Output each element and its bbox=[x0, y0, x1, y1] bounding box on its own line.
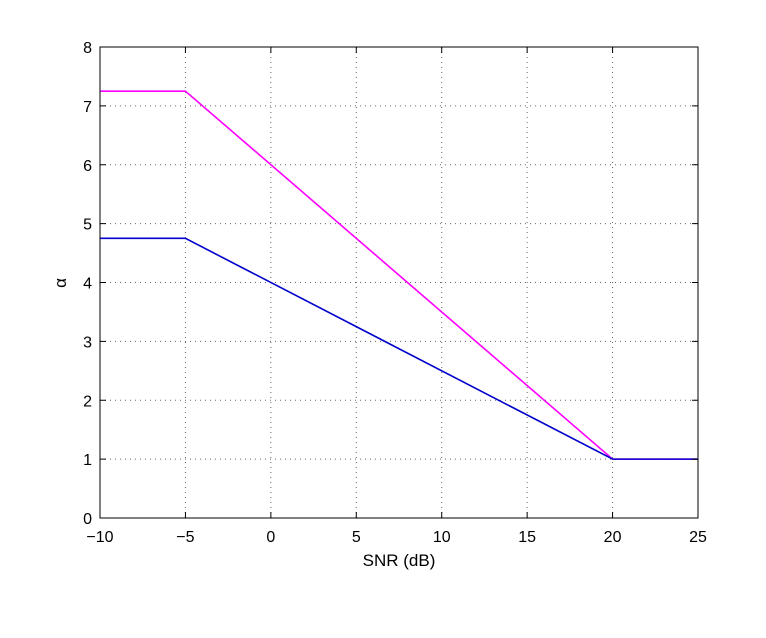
x-tick-labels: −10 −5 0 5 10 15 20 25 bbox=[86, 529, 707, 546]
x-axis-label: SNR (dB) bbox=[363, 551, 436, 570]
x-tick-label: 20 bbox=[604, 529, 622, 546]
y-tick-label: 8 bbox=[83, 40, 92, 57]
series-line-2 bbox=[100, 237, 698, 460]
y-tick-label: 1 bbox=[83, 452, 92, 469]
y-tick-label: 0 bbox=[83, 511, 92, 528]
y-tick-label: 5 bbox=[83, 217, 92, 234]
series-line-1 bbox=[100, 90, 698, 460]
x-tick-label: 5 bbox=[352, 529, 361, 546]
y-tick-labels: 0 1 2 3 4 5 6 7 8 bbox=[83, 40, 92, 528]
y-tick-label: 7 bbox=[83, 99, 92, 116]
y-tick-label: 4 bbox=[83, 276, 92, 293]
y-tick-label: 3 bbox=[83, 334, 92, 351]
y-axis-label: α bbox=[51, 278, 70, 288]
ticks bbox=[99, 46, 699, 519]
x-tick-label: −5 bbox=[176, 529, 194, 546]
x-tick-label: −10 bbox=[86, 529, 113, 546]
x-tick-label: 15 bbox=[518, 529, 536, 546]
y-tick-label: 6 bbox=[83, 158, 92, 175]
x-tick-label: 25 bbox=[689, 529, 707, 546]
plot-frame bbox=[99, 46, 699, 519]
series-group bbox=[100, 90, 698, 460]
grid bbox=[100, 47, 698, 518]
y-tick-label: 2 bbox=[83, 393, 92, 410]
x-tick-label: 0 bbox=[266, 529, 275, 546]
x-tick-label: 10 bbox=[433, 529, 451, 546]
